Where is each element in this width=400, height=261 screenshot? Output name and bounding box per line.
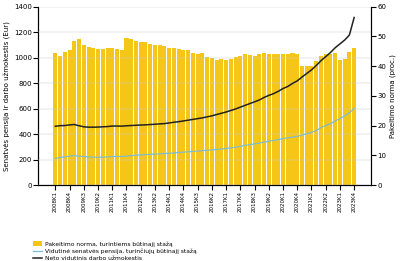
Bar: [134, 41, 138, 185]
Bar: [229, 59, 233, 185]
Bar: [139, 42, 143, 185]
Bar: [252, 56, 256, 185]
Bar: [110, 48, 114, 185]
Bar: [115, 49, 119, 185]
Bar: [186, 50, 190, 185]
Y-axis label: Senatvės pensija ir darbo užmokestis (Eur): Senatvės pensija ir darbo užmokestis (Eu…: [4, 21, 11, 171]
Bar: [324, 54, 328, 185]
Bar: [286, 54, 290, 185]
Bar: [72, 41, 76, 185]
Bar: [234, 57, 238, 185]
Bar: [167, 48, 171, 185]
Bar: [333, 53, 337, 185]
Bar: [153, 45, 157, 185]
Bar: [124, 38, 128, 185]
Bar: [272, 54, 276, 185]
Bar: [248, 55, 252, 185]
Bar: [144, 42, 148, 185]
Bar: [281, 54, 285, 185]
Bar: [210, 58, 214, 185]
Bar: [295, 54, 299, 185]
Bar: [53, 53, 57, 185]
Y-axis label: Pakeitimo norma (proc.): Pakeitimo norma (proc.): [389, 54, 396, 138]
Bar: [82, 45, 86, 185]
Bar: [200, 53, 204, 185]
Bar: [257, 54, 261, 185]
Bar: [300, 66, 304, 185]
Bar: [290, 53, 294, 185]
Bar: [310, 66, 314, 185]
Bar: [196, 54, 200, 185]
Bar: [58, 56, 62, 185]
Bar: [158, 45, 162, 185]
Bar: [347, 52, 352, 185]
Bar: [172, 48, 176, 185]
Bar: [205, 57, 209, 185]
Bar: [177, 49, 181, 185]
Bar: [101, 49, 105, 185]
Bar: [162, 46, 166, 185]
Bar: [181, 50, 186, 185]
Bar: [219, 59, 223, 185]
Bar: [148, 44, 152, 185]
Bar: [214, 60, 219, 185]
Bar: [352, 48, 356, 185]
Bar: [262, 53, 266, 185]
Bar: [267, 54, 271, 185]
Bar: [319, 56, 323, 185]
Bar: [224, 60, 228, 185]
Bar: [106, 48, 110, 185]
Bar: [86, 47, 90, 185]
Bar: [305, 66, 309, 185]
Bar: [63, 52, 67, 185]
Bar: [338, 60, 342, 185]
Bar: [343, 59, 347, 185]
Bar: [91, 48, 95, 185]
Bar: [120, 50, 124, 185]
Bar: [96, 49, 100, 185]
Bar: [238, 56, 242, 185]
Bar: [243, 54, 247, 185]
Bar: [276, 54, 280, 185]
Bar: [314, 61, 318, 185]
Bar: [328, 54, 332, 185]
Legend: Pakeitimo norma, turintiems būtinajį stažą, Vidutinė senatvės pensija, turinčiuj: Pakeitimo norma, turintiems būtinajį sta…: [31, 239, 199, 261]
Bar: [191, 53, 195, 185]
Bar: [77, 39, 81, 185]
Bar: [68, 50, 72, 185]
Bar: [129, 39, 133, 185]
